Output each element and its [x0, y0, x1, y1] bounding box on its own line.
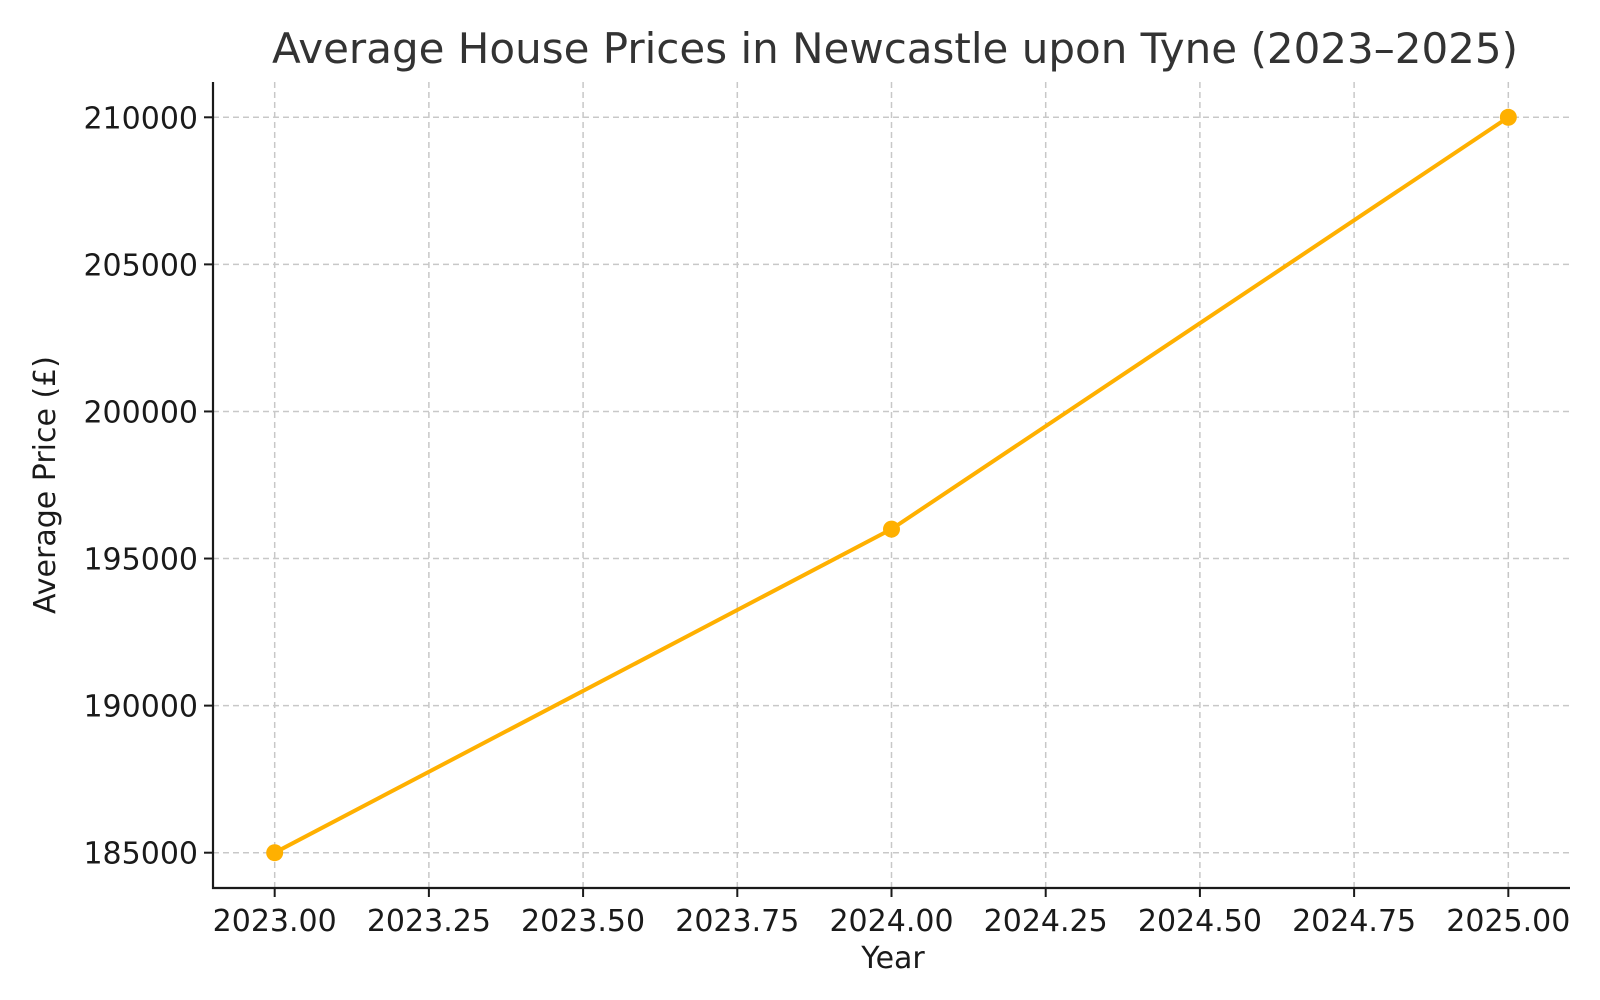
y-tick-labels: 185000 190000 195000 200000 205000 210000 [83, 101, 198, 871]
chart-title: Average House Prices in Newcastle upon T… [272, 24, 1518, 73]
x-tick-label: 2023.00 [213, 904, 337, 939]
data-point [1499, 108, 1517, 126]
x-tick-labels: 2023.00 2023.25 2023.50 2023.75 2024.00 2024.… [213, 904, 1571, 939]
x-axis-label: Year [860, 941, 925, 976]
axes-spines [211, 82, 1570, 890]
y-tick-label: 185000 [83, 837, 198, 872]
y-axis-label: Average Price (£) [28, 356, 63, 614]
series-layer [266, 108, 1517, 862]
y-tick-label: 195000 [83, 543, 198, 578]
x-tick-label: 2023.25 [367, 904, 491, 939]
axis-ticks [204, 116, 1510, 897]
y-tick-label: 200000 [83, 395, 198, 430]
x-tick-label: 2023.75 [675, 904, 799, 939]
x-tick-label: 2024.00 [829, 904, 953, 939]
x-tick-label: 2025.00 [1446, 904, 1570, 939]
y-tick-label: 205000 [83, 248, 198, 283]
x-tick-label: 2024.50 [1138, 904, 1262, 939]
data-point [883, 520, 900, 538]
y-tick-label: 190000 [83, 690, 198, 725]
x-tick-label: 2024.75 [1292, 904, 1416, 939]
x-tick-label: 2023.50 [521, 904, 645, 939]
y-tick-label: 210000 [83, 101, 198, 136]
grid-lines [213, 82, 1570, 888]
data-point [266, 844, 284, 862]
x-tick-label: 2024.25 [984, 904, 1108, 939]
